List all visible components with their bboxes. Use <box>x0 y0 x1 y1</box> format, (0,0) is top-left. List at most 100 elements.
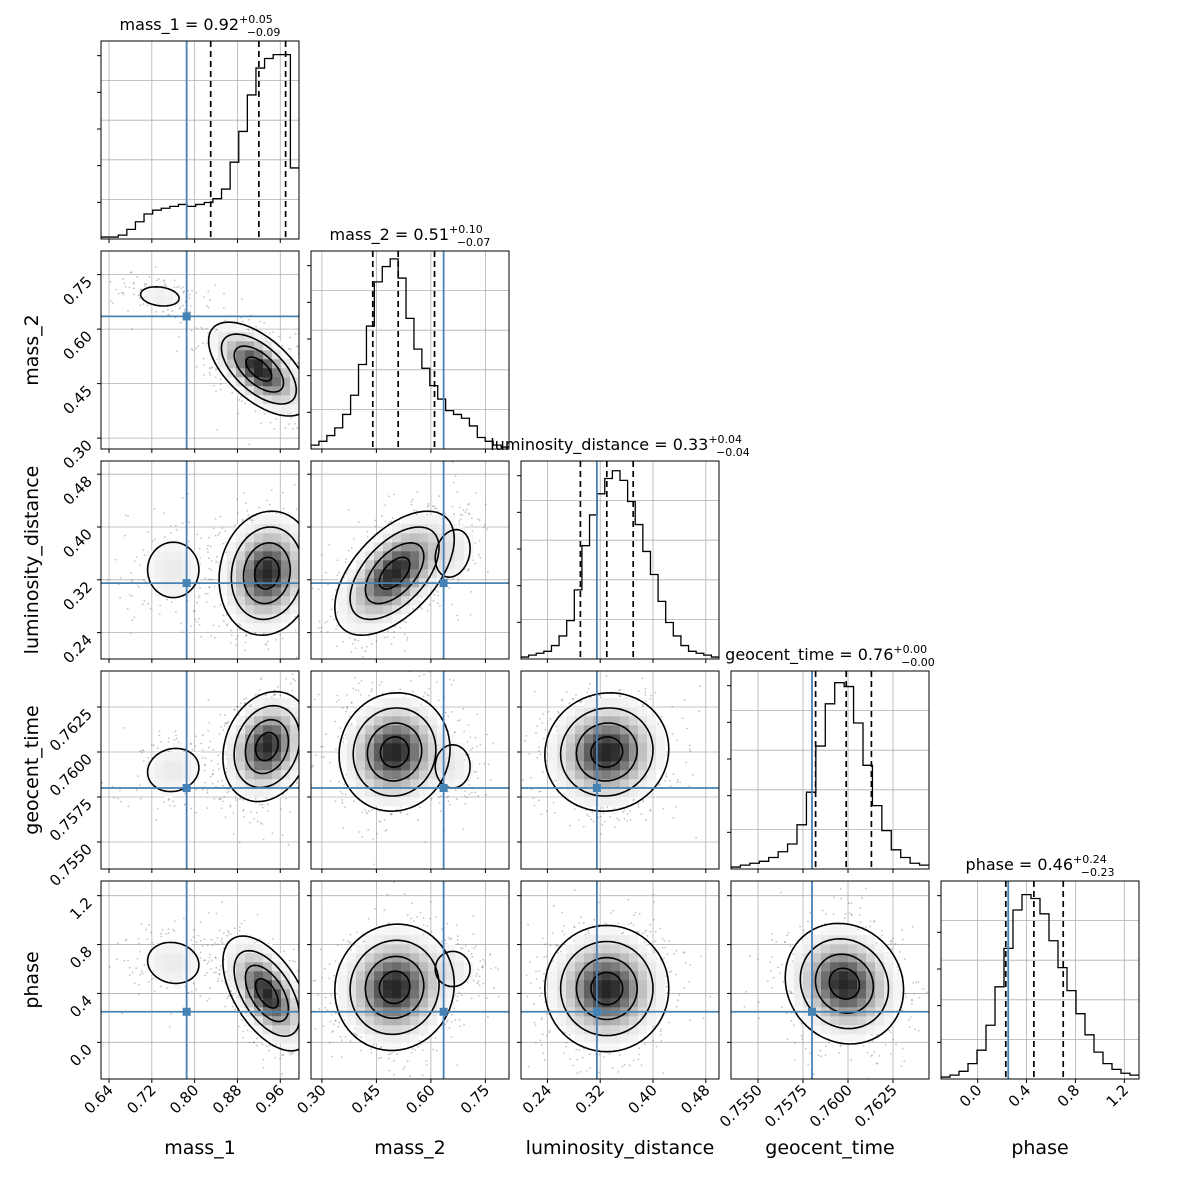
sample-point <box>325 763 327 765</box>
density-cell <box>428 560 438 570</box>
sample-point <box>316 681 318 683</box>
title-minus: −0.07 <box>457 236 491 249</box>
density-cell <box>290 725 299 735</box>
sample-point <box>326 630 329 633</box>
sample-point <box>279 694 282 696</box>
sample-point <box>139 304 142 307</box>
density-cell <box>365 560 375 570</box>
sample-point <box>175 737 178 740</box>
sample-point <box>264 337 267 340</box>
density-cell <box>263 560 273 570</box>
density-cell <box>227 605 237 615</box>
density-cell <box>164 761 174 771</box>
sample-point <box>217 533 220 536</box>
sample-point <box>205 327 208 330</box>
sample-point <box>383 636 386 639</box>
sample-point <box>306 542 308 544</box>
sample-point <box>203 363 206 366</box>
sample-point <box>304 433 306 435</box>
density-cell <box>419 587 429 597</box>
density-cell <box>245 743 255 753</box>
sample-point <box>321 554 323 556</box>
density-cell <box>272 395 282 405</box>
density-cell <box>173 743 183 753</box>
sample-point <box>416 491 419 493</box>
sample-point <box>295 781 298 784</box>
sample-point <box>336 694 339 697</box>
sample-point <box>120 800 122 803</box>
sample-point <box>241 520 244 523</box>
sample-point <box>458 519 461 522</box>
density-cell <box>146 560 156 570</box>
panel-frame <box>730 670 930 870</box>
density-cell <box>236 533 246 543</box>
sample-point <box>368 694 370 697</box>
density-cell <box>254 770 264 780</box>
sample-point <box>452 679 455 682</box>
density-cell <box>281 404 291 414</box>
density-cell <box>392 614 402 624</box>
sample-point <box>387 630 389 633</box>
density-cell <box>245 623 255 633</box>
sample-point <box>308 699 310 701</box>
sample-point <box>305 558 307 560</box>
sample-point <box>468 513 471 516</box>
sample-point <box>212 748 215 751</box>
sample-point <box>291 689 294 692</box>
density-cell <box>254 359 264 369</box>
sample-point <box>203 374 206 376</box>
sample-point <box>198 617 201 620</box>
density-cell <box>347 587 357 597</box>
sample-point <box>106 578 109 581</box>
density-cell <box>245 779 255 789</box>
sample-point <box>301 574 303 576</box>
title-median: 0.51 <box>413 225 449 244</box>
sample-point <box>292 427 294 430</box>
sample-point <box>174 730 177 733</box>
sample-point <box>295 656 298 659</box>
density-cell <box>281 551 291 561</box>
sample-point <box>150 743 153 746</box>
density-cell <box>281 596 291 606</box>
sample-point <box>141 749 144 752</box>
sample-point <box>365 645 368 648</box>
sample-point <box>467 724 470 726</box>
sample-point <box>210 759 213 762</box>
sample-point <box>336 559 339 562</box>
sample-point <box>306 744 308 746</box>
density-cell <box>254 707 264 717</box>
density-cell <box>263 368 273 378</box>
sample-point <box>303 605 305 607</box>
sample-point <box>254 410 257 413</box>
sample-point <box>201 756 204 759</box>
sample-point <box>403 650 406 652</box>
sample-point <box>226 791 229 794</box>
density-cell <box>236 359 246 369</box>
density-cell <box>245 542 255 552</box>
density-cell <box>191 770 201 780</box>
sample-point <box>285 797 287 800</box>
sample-point <box>301 725 303 727</box>
histogram-step-geocent_time <box>731 682 929 869</box>
sample-point <box>143 282 146 285</box>
sample-point <box>254 632 257 635</box>
density-cell <box>410 551 420 561</box>
sample-point <box>350 723 353 726</box>
density-cell <box>281 395 291 405</box>
sample-point <box>320 756 323 759</box>
sample-point <box>457 720 459 722</box>
density-cell <box>290 524 299 534</box>
sample-point <box>207 551 209 553</box>
sample-point <box>485 793 488 796</box>
sample-point <box>361 835 364 838</box>
density-cell <box>236 734 246 744</box>
sample-point <box>312 587 314 590</box>
density-cell <box>383 605 393 615</box>
density-cell <box>410 587 420 597</box>
density-cell <box>410 596 420 606</box>
density-cell <box>236 368 246 378</box>
sample-point <box>324 396 326 398</box>
density-cell <box>383 524 393 534</box>
density-cell <box>227 542 237 552</box>
panel-frame <box>100 250 300 450</box>
